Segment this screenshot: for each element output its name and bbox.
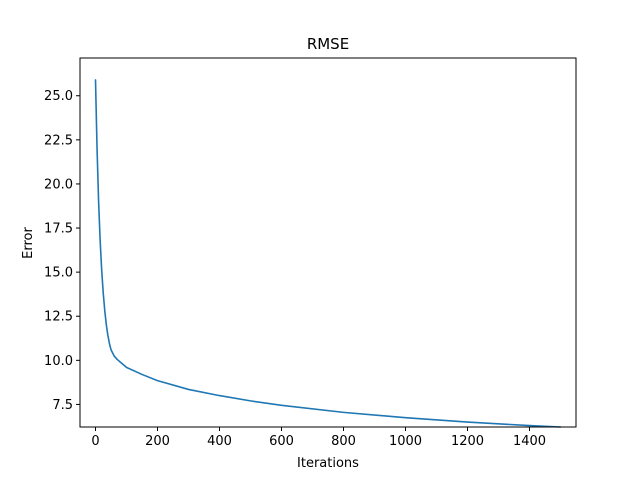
x-tick-label: 800 [331,434,356,449]
y-tick-label: 12.5 [44,310,73,325]
y-tick-label: 22.5 [44,133,73,148]
y-tick-label: 7.5 [52,398,73,413]
y-tick-label: 15.0 [44,266,73,281]
x-tick-label: 1200 [451,434,484,449]
x-tick-label: 200 [145,434,170,449]
x-tick-label: 400 [207,434,232,449]
y-tick-label: 17.5 [44,222,73,237]
rmse-series-line [94,79,562,428]
y-tick-label: 25.0 [44,89,73,104]
x-tick-label: 0 [91,434,99,449]
plot-frame [79,57,577,428]
y-axis-label: Error [21,227,36,259]
x-axis-label: Iterations [297,456,359,471]
x-tick-label: 1000 [389,434,422,449]
x-tick-label: 1400 [513,434,546,449]
y-tick-label: 20.0 [44,177,73,192]
chart-title: RMSE [307,35,349,53]
x-tick-label: 600 [269,434,294,449]
y-tick-label: 10.0 [44,354,73,369]
